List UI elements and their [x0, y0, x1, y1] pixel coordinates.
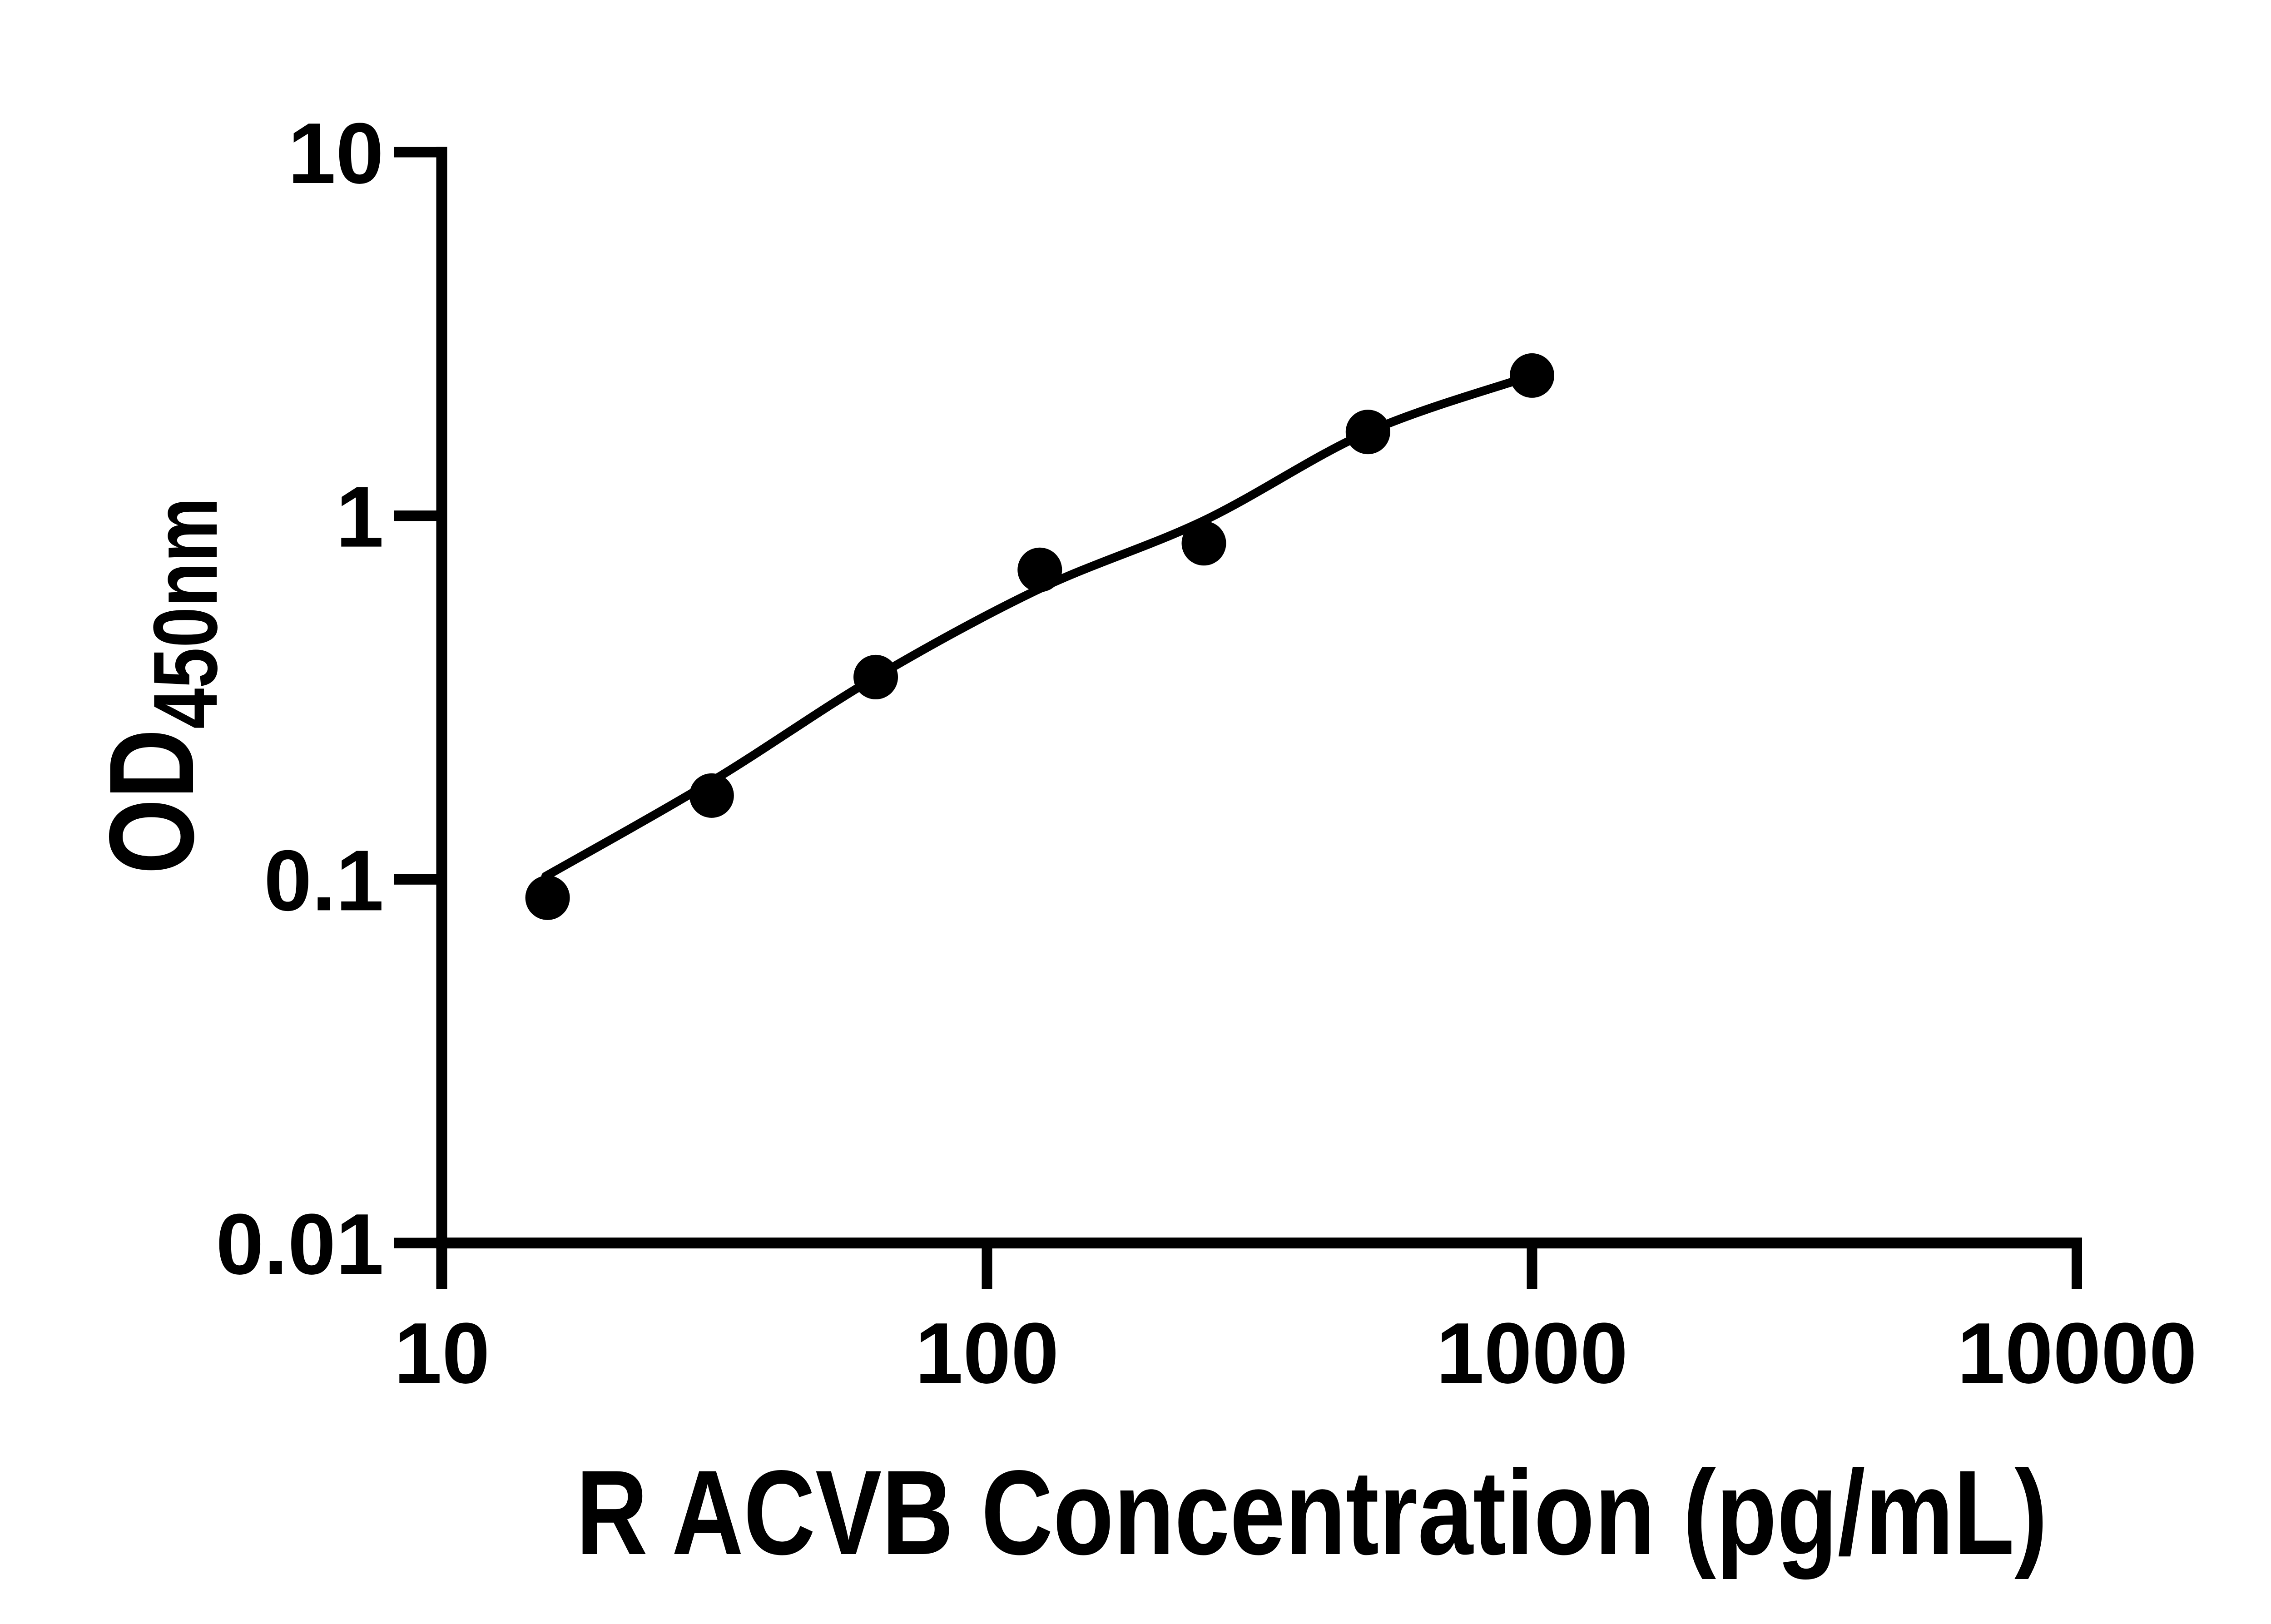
y-axis-title: OD450nm: [84, 497, 236, 874]
y-axis-tick-label: 1: [336, 469, 384, 565]
data-point-marker: [853, 654, 898, 699]
axes: [394, 147, 2082, 1289]
data-point-marker: [689, 773, 734, 818]
data-point-marker: [1510, 353, 1554, 398]
x-axis-title: R ACVB Concentration (pg/mL): [576, 1446, 2048, 1580]
data-points-layer: [525, 353, 1554, 920]
y-axis-tick-label: 0.1: [264, 832, 384, 929]
x-axis-tick-label: 1000: [1436, 1305, 1628, 1401]
x-axis-tick-label: 100: [915, 1305, 1059, 1401]
data-point-marker: [1181, 521, 1226, 566]
x-axis-tick-label: 10000: [1957, 1305, 2197, 1401]
data-point-marker: [525, 875, 570, 920]
y-axis-title-subscript: 450nm: [135, 497, 236, 729]
data-point-marker: [1017, 547, 1062, 592]
y-axis-tick-label: 0.01: [216, 1196, 384, 1292]
x-axis-tick-label: 10: [394, 1305, 490, 1401]
y-axis-tick-label: 10: [288, 105, 384, 202]
y-axis-title-main: OD: [84, 729, 219, 874]
data-point-marker: [1345, 410, 1390, 455]
